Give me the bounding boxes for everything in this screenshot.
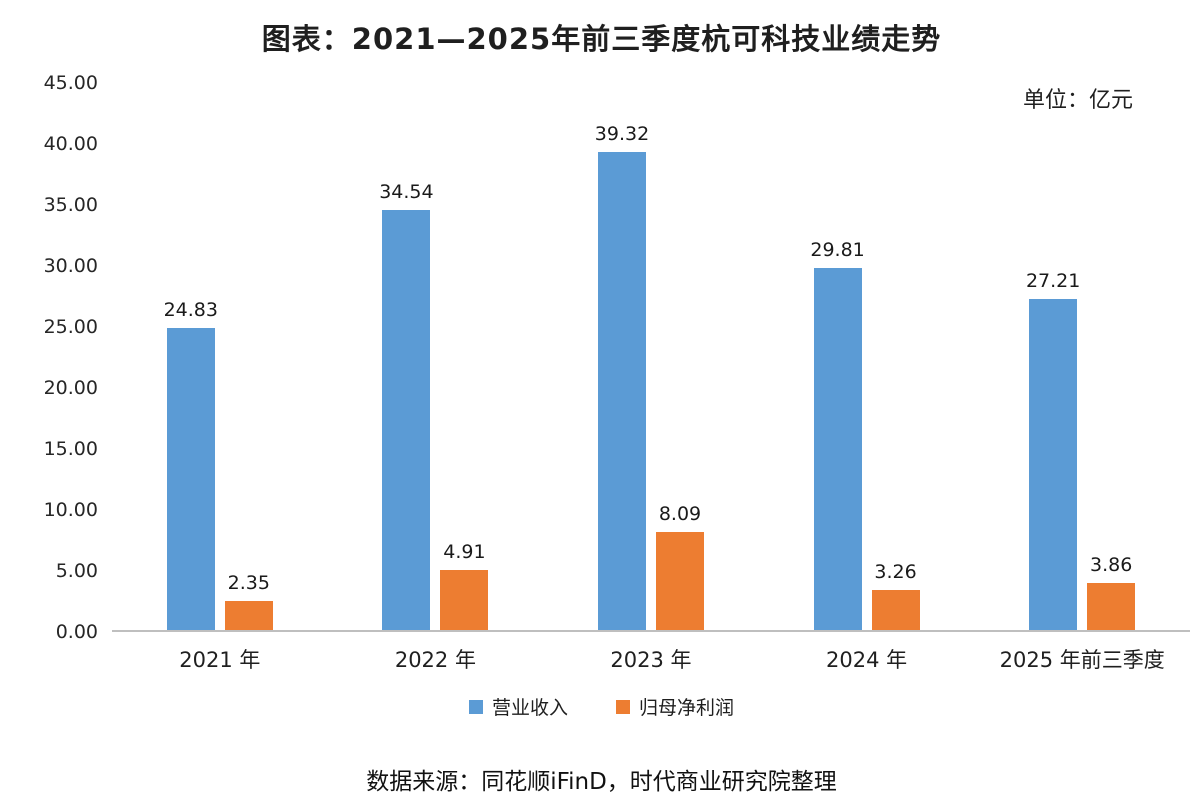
- bar-net-profit-0: [224, 601, 273, 630]
- y-tick-9: 0.00: [55, 621, 98, 643]
- bar-wrap-revenue-2: 39.32: [594, 83, 650, 630]
- bar-net-profit-4: [1087, 583, 1136, 630]
- y-axis: 45.00 40.00 35.00 30.00 25.00 20.00 15.00 10.00…: [8, 72, 98, 643]
- bar-revenue-4: [1029, 299, 1078, 630]
- bar-value-net-profit-3: 3.26: [874, 561, 917, 584]
- x-label-2: 2023 年: [610, 648, 692, 672]
- chart-title: 图表：2021—2025年前三季度杭可科技业绩走势: [261, 22, 942, 56]
- net-profit-swatch-icon: [616, 699, 630, 714]
- bar-group-2: 39.32 8.09: [543, 83, 759, 630]
- bar-revenue-1: [382, 210, 431, 630]
- bar-value-revenue-2: 39.32: [594, 123, 650, 146]
- legend-item-revenue: 营业收入: [468, 693, 568, 720]
- bar-wrap-net-profit-2: 8.09: [655, 83, 704, 630]
- legend: 营业收入 归母净利润: [0, 693, 1203, 720]
- bar-value-net-profit-0: 2.35: [227, 572, 270, 595]
- y-tick-8: 5.00: [55, 560, 98, 582]
- legend-label-net-profit: 归母净利润: [639, 697, 735, 719]
- bar-wrap-net-profit-0: 2.35: [224, 83, 273, 630]
- x-label-3: 2024 年: [826, 648, 908, 672]
- bar-wrap-revenue-4: 27.21: [1025, 83, 1081, 630]
- bar-wrap-revenue-3: 29.81: [810, 83, 865, 630]
- x-label-1: 2022 年: [394, 648, 476, 672]
- bar-wrap-net-profit-3: 3.26: [871, 83, 920, 630]
- bar-group-3: 29.81 3.26: [759, 83, 975, 630]
- unit-label: 单位：亿元: [1022, 88, 1133, 113]
- revenue-swatch-icon: [468, 699, 483, 714]
- y-tick-6: 15.00: [43, 438, 98, 460]
- y-tick-7: 10.00: [43, 499, 98, 521]
- bar-revenue-0: [166, 328, 215, 630]
- bar-wrap-revenue-1: 34.54: [379, 83, 434, 630]
- bar-net-profit-2: [655, 531, 704, 630]
- bar-value-revenue-0: 24.83: [163, 299, 218, 322]
- y-tick-2: 35.00: [43, 194, 98, 216]
- bar-net-profit-3: [871, 590, 920, 630]
- y-tick-1: 40.00: [43, 133, 98, 155]
- x-label-0: 2021 年: [179, 648, 261, 672]
- legend-label-revenue: 营业收入: [491, 697, 568, 719]
- legend-item-net-profit: 归母净利润: [616, 693, 734, 720]
- plot-area: 24.83 2.35 34.54 4.91 39.32 8.09 29.81 3.26 27.2…: [112, 83, 1190, 632]
- bar-group-4: 27.21 3.86: [974, 83, 1190, 630]
- bar-value-net-profit-1: 4.91: [443, 541, 486, 564]
- bar-value-revenue-4: 27.21: [1025, 270, 1081, 293]
- y-tick-0: 45.00: [43, 72, 98, 94]
- bar-revenue-3: [813, 267, 862, 630]
- source-line: 数据来源：同花顺iFinD，时代商业研究院整理: [366, 769, 837, 795]
- y-tick-3: 30.00: [43, 255, 98, 277]
- x-label-4: 2025 年前三季度: [999, 648, 1165, 672]
- bar-value-revenue-3: 29.81: [810, 238, 865, 261]
- bar-net-profit-1: [440, 570, 489, 630]
- bar-value-revenue-1: 34.54: [379, 181, 434, 204]
- y-tick-5: 20.00: [43, 377, 98, 399]
- x-axis-labels: 2021 年 2022 年 2023 年 2024 年 2025 年前三季度: [112, 644, 1190, 674]
- bar-value-net-profit-4: 3.86: [1090, 554, 1133, 577]
- bar-wrap-net-profit-1: 4.91: [440, 83, 489, 630]
- bar-value-net-profit-2: 8.09: [658, 502, 702, 525]
- bar-revenue-2: [597, 152, 646, 630]
- bar-group-0: 24.83 2.35: [112, 83, 328, 630]
- bar-group-1: 34.54 4.91: [328, 83, 544, 630]
- bar-wrap-revenue-0: 24.83: [163, 83, 218, 630]
- bar-wrap-net-profit-4: 3.86: [1087, 83, 1136, 630]
- y-tick-4: 25.00: [43, 316, 98, 338]
